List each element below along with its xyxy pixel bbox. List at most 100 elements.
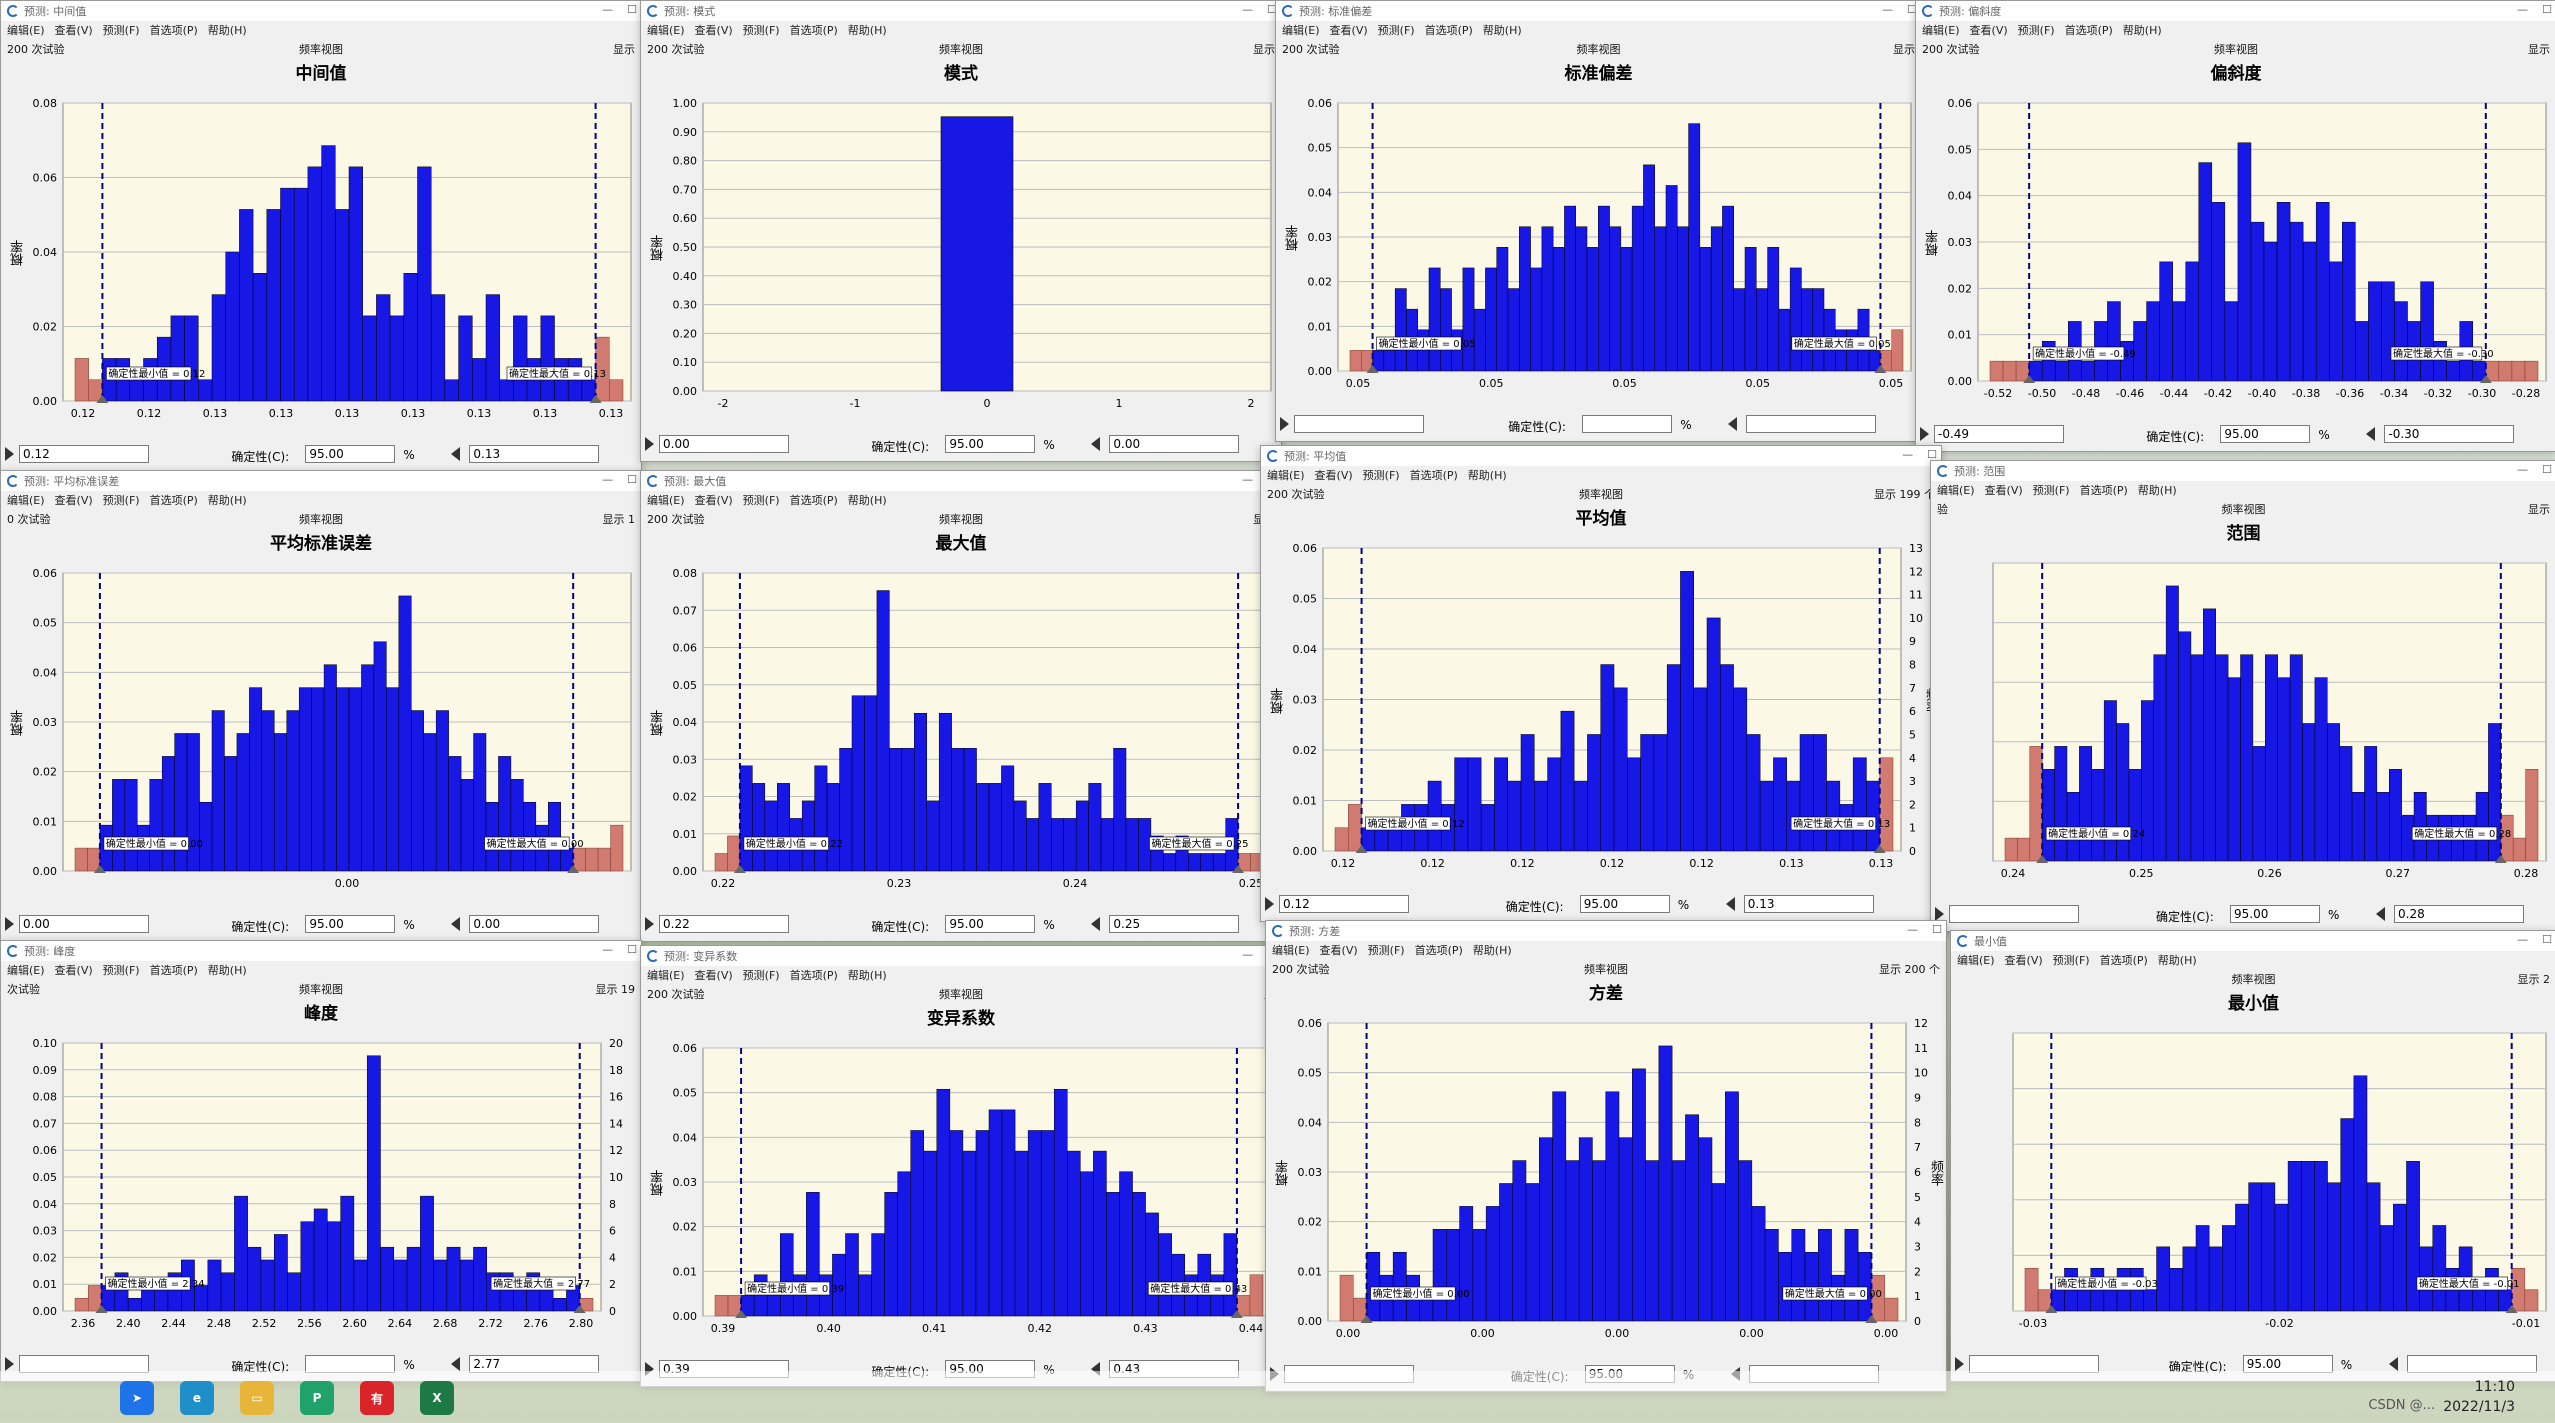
menu-item[interactable]: 首选项(P) (2079, 484, 2128, 497)
window-titlebar[interactable]: 预测: 平均标准误差 — ☐ (1, 471, 641, 491)
window-titlebar[interactable]: 预测: 平均值 — ☐ (1261, 446, 1941, 466)
grabber-icon[interactable] (2023, 375, 2036, 383)
upper-bound-input[interactable] (1109, 435, 1240, 453)
upper-bound-input[interactable] (1746, 415, 1877, 433)
menu-item[interactable]: 查看(V) (54, 964, 93, 977)
grabber-icon[interactable] (1355, 845, 1368, 853)
menu-item[interactable]: 首选项(P) (789, 494, 838, 507)
menu-item[interactable]: 查看(V) (694, 969, 733, 982)
window-titlebar[interactable]: 预测: 标准偏差 — ☐ (1276, 1, 1921, 21)
lower-bound-input[interactable] (1949, 905, 2079, 923)
minimize-icon[interactable]: — (2517, 463, 2529, 476)
menu-item[interactable]: 编辑(E) (1282, 24, 1320, 37)
left-arrow-icon[interactable] (645, 437, 654, 451)
menu-item[interactable]: 帮助(H) (207, 24, 247, 37)
menu-item[interactable]: 首选项(P) (1424, 24, 1473, 37)
forecast-window[interactable]: 预测: 偏斜度 — ☐ 编辑(E) 查看(V) 预测(F) 首选项(P) 帮助(H) 200 次… (1915, 0, 2555, 452)
minimize-icon[interactable]: — (1242, 948, 1254, 961)
menu-item[interactable]: 编辑(E) (1957, 954, 1995, 967)
certainty-input[interactable] (2220, 425, 2311, 443)
right-arrow-icon[interactable] (2376, 907, 2385, 921)
window-titlebar[interactable]: 预测: 模式 — ☐ (641, 1, 1281, 21)
right-arrow-icon[interactable] (1091, 917, 1101, 931)
certainty-input[interactable] (945, 435, 1036, 453)
window-titlebar[interactable]: 预测: 最大值—☐ (641, 471, 1281, 491)
menu-item[interactable]: 预测(F) (102, 24, 140, 37)
maximize-icon[interactable]: ☐ (2542, 3, 2552, 16)
certainty-input[interactable] (305, 1355, 396, 1373)
certainty-input[interactable] (305, 915, 396, 933)
upper-bound-input[interactable] (1109, 915, 1240, 933)
grabber-icon[interactable] (96, 395, 109, 403)
menu-item[interactable]: 编辑(E) (647, 494, 685, 507)
menu-item[interactable]: 首选项(P) (149, 494, 198, 507)
upper-bound-input[interactable] (469, 915, 600, 933)
grabber-icon[interactable] (2505, 1305, 2518, 1313)
menu-item[interactable]: 预测(F) (1367, 944, 1405, 957)
forecast-window[interactable]: 预测: 中间值 — ☐ 编辑(E) 查看(V) 预测(F) 首选项(P) 帮助(H) 200 次… (0, 0, 642, 472)
menu-item[interactable]: 查看(V) (54, 494, 93, 507)
menu-item[interactable]: 首选项(P) (2099, 954, 2148, 967)
grabber-icon[interactable] (1366, 365, 1379, 373)
excel-icon[interactable]: X (420, 1381, 454, 1415)
window-titlebar[interactable]: 预测: 中间值 — ☐ (1, 1, 641, 21)
upper-bound-input[interactable] (469, 1355, 600, 1373)
grabber-icon[interactable] (1230, 1310, 1243, 1318)
menu-item[interactable]: 首选项(P) (149, 24, 198, 37)
certainty-input[interactable] (1582, 415, 1673, 433)
left-arrow-icon[interactable] (5, 447, 14, 461)
minimize-icon[interactable]: — (602, 943, 614, 956)
window-titlebar[interactable]: 预测: 峰度 — ☐ (1, 941, 641, 961)
menu-item[interactable]: 首选项(P) (2064, 24, 2113, 37)
grabber-icon[interactable] (589, 395, 602, 403)
forecast-window[interactable]: 预测: 标准偏差 — ☐ 编辑(E) 查看(V) 预测(F) 首选项(P) 帮助(H) 200 … (1275, 0, 1922, 442)
maximize-icon[interactable]: ☐ (627, 943, 637, 956)
menu-item[interactable]: 编辑(E) (7, 24, 45, 37)
menu-item[interactable]: 首选项(P) (789, 24, 838, 37)
forecast-window[interactable]: 预测: 变异系数—☐编辑(E)查看(V)预测(F)首选项(P)帮助(H)200 … (640, 945, 1282, 1387)
upper-bound-input[interactable] (469, 445, 600, 463)
lower-bound-input[interactable] (659, 915, 789, 933)
menu-item[interactable]: 编辑(E) (1267, 469, 1305, 482)
maximize-icon[interactable]: ☐ (1267, 3, 1277, 16)
left-arrow-icon[interactable] (645, 917, 654, 931)
menu-item[interactable]: 首选项(P) (1409, 469, 1458, 482)
menu-item[interactable]: 首选项(P) (149, 964, 198, 977)
left-arrow-icon[interactable] (5, 917, 14, 931)
menu-item[interactable]: 预测(F) (1377, 24, 1415, 37)
minimize-icon[interactable]: — (1242, 3, 1254, 16)
clock[interactable]: 11:10 2022/11/3 (2443, 1377, 2515, 1417)
minimize-icon[interactable]: — (602, 473, 614, 486)
grabber-icon[interactable] (1873, 845, 1886, 853)
window-titlebar[interactable]: 预测: 变异系数—☐ (641, 946, 1281, 966)
certainty-input[interactable] (2242, 1355, 2333, 1373)
menu-item[interactable]: 帮助(H) (1482, 24, 1522, 37)
menu-item[interactable]: 预测(F) (742, 24, 780, 37)
maximize-icon[interactable]: ☐ (627, 3, 637, 16)
forecast-window[interactable]: 预测: 平均值 — ☐ 编辑(E) 查看(V) 预测(F) 首选项(P) 帮助(H) 200 次… (1260, 445, 1942, 922)
minimize-icon[interactable]: — (1882, 3, 1894, 16)
menu-item[interactable]: 查看(V) (1329, 24, 1368, 37)
maximize-icon[interactable]: ☐ (1907, 3, 1917, 16)
window-titlebar[interactable]: 预测: 偏斜度 — ☐ (1916, 1, 2555, 21)
menu-item[interactable]: 预测(F) (102, 964, 140, 977)
menu-item[interactable]: 帮助(H) (207, 964, 247, 977)
upper-bound-input[interactable] (2384, 425, 2515, 443)
grabber-icon[interactable] (2479, 375, 2492, 383)
left-arrow-icon[interactable] (1955, 1357, 1964, 1371)
minimize-icon[interactable]: — (602, 3, 614, 16)
window-titlebar[interactable]: 预测: 范围 — ☐ (1931, 461, 2555, 481)
left-arrow-icon[interactable] (1265, 897, 1274, 911)
menu-item[interactable]: 帮助(H) (847, 494, 887, 507)
grabber-icon[interactable] (567, 865, 580, 873)
menu-item[interactable]: 帮助(H) (2157, 954, 2197, 967)
menu-item[interactable]: 帮助(H) (1472, 944, 1512, 957)
grabber-icon[interactable] (2494, 855, 2507, 863)
lower-bound-input[interactable] (19, 445, 149, 463)
menu-item[interactable]: 编辑(E) (647, 24, 685, 37)
minimize-icon[interactable]: — (1902, 448, 1914, 461)
maximize-icon[interactable]: ☐ (1932, 923, 1942, 936)
menu-item[interactable]: 预测(F) (2032, 484, 2070, 497)
menu-item[interactable]: 编辑(E) (7, 494, 45, 507)
maximize-icon[interactable]: ☐ (2542, 933, 2552, 946)
